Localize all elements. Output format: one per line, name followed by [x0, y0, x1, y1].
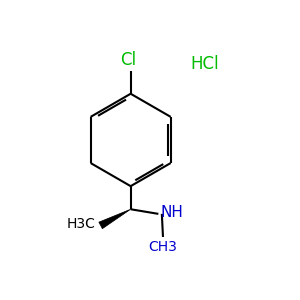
- Text: HCl: HCl: [190, 55, 219, 73]
- Text: CH3: CH3: [148, 240, 177, 254]
- Text: NH: NH: [161, 205, 184, 220]
- Text: H3C: H3C: [67, 217, 96, 231]
- Polygon shape: [99, 209, 131, 229]
- Text: Cl: Cl: [120, 52, 136, 70]
